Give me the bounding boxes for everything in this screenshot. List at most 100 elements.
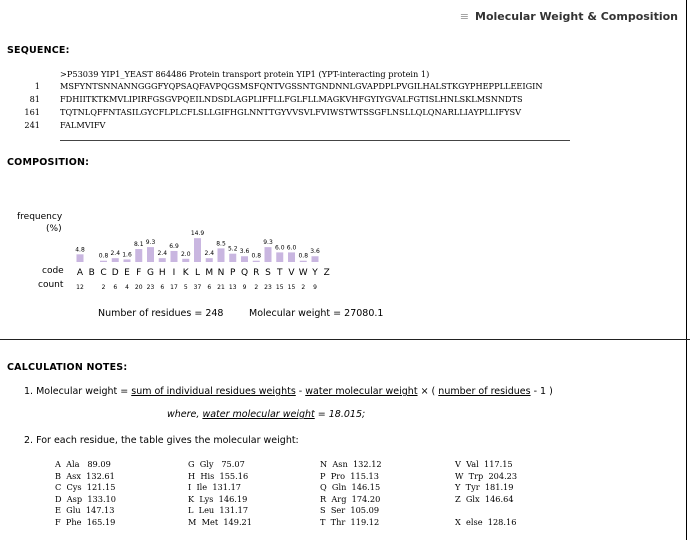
value-label-S: 9.3: [263, 239, 273, 246]
sum-weights-link[interactable]: sum of individual residues weights: [131, 386, 296, 397]
bar-W: [299, 260, 307, 262]
note-suffix: - 1 ): [530, 386, 553, 397]
sequence-divider: [60, 140, 570, 141]
value-label-T: 6.0: [275, 244, 285, 251]
code-label-A: A: [77, 268, 84, 278]
note-where: where, water molecular weight = 18.015;: [167, 409, 365, 420]
bar-R: [252, 260, 260, 262]
value-label-C: 0.8: [99, 253, 109, 260]
count-label-W: 2: [301, 284, 305, 291]
count-label-R: 2: [254, 284, 258, 291]
weight-cell: M Met 149.21: [188, 517, 252, 527]
value-label-A: 4.8: [75, 246, 85, 253]
weight-cell: V Val 117.15: [455, 459, 513, 469]
code-label-W: W: [299, 268, 308, 278]
value-label-M: 2.4: [204, 250, 214, 257]
weight-cell: G Gly 75.07: [188, 459, 245, 469]
value-label-G: 9.3: [146, 239, 156, 246]
weight-cell: W Trp 204.23: [455, 470, 518, 481]
count-label-S: 23: [264, 284, 272, 291]
bar-T: [276, 252, 284, 262]
note-table-intro: 2. For each residue, the table gives the…: [24, 435, 299, 446]
residue-count: Number of residues = 248: [98, 308, 224, 319]
code-label-V: V: [288, 268, 295, 278]
weight-cell: D Asp 133.10: [55, 493, 116, 504]
bar-M: [205, 258, 213, 262]
code-label-R: R: [253, 268, 259, 278]
value-label-L: 14.9: [191, 230, 205, 237]
weight-cell: Z Glx 146.64: [455, 493, 514, 504]
value-label-F: 8.1: [134, 241, 144, 248]
count-label-Y: 9: [313, 284, 317, 291]
weight-cell: F Phe 165.19: [55, 517, 116, 527]
sequence-description: >P53039 YIP1_YEAST 864486 Protein transp…: [60, 69, 430, 79]
sequence-line-number: 1: [34, 81, 40, 91]
bar-L: [194, 238, 201, 262]
count-label-V: 15: [288, 284, 296, 291]
page-title: ≡ Molecular Weight & Composition: [460, 10, 678, 23]
water-weight-link[interactable]: water molecular weight: [305, 386, 418, 397]
code-label-C: C: [100, 268, 106, 278]
composition-heading: COMPOSITION:: [7, 157, 90, 168]
value-label-W: 0.8: [298, 253, 308, 260]
bar-Q: [241, 256, 248, 262]
value-label-H: 2.4: [157, 250, 167, 257]
bar-G: [147, 247, 154, 262]
bar-Y: [311, 256, 319, 262]
count-label-D: 6: [113, 284, 117, 291]
weight-cell: T Thr 119.12: [320, 517, 380, 527]
bar-F: [135, 249, 143, 262]
chart-ylabel-line2: (%): [46, 224, 62, 234]
bar-S: [264, 247, 272, 262]
count-label-F: 20: [135, 284, 143, 291]
code-label-S: S: [265, 268, 271, 278]
sequence-line: TQTNLQFFNTASILGYCFLPLCFLSLLGIFHGLNNTTGYV…: [60, 107, 522, 117]
count-label-H: 6: [160, 284, 164, 291]
bar-C: [100, 260, 107, 262]
sequence-line: MSFYNTSNNANNGGGFYQPSAQFAVPQGSMSFQNTVGSSN…: [60, 81, 543, 91]
weight-cell: P Pro 115.13: [320, 470, 379, 481]
code-label-Z: Z: [324, 268, 330, 278]
note-times: × (: [417, 386, 439, 397]
value-label-I: 6.9: [169, 243, 179, 250]
count-label-G: 23: [147, 284, 155, 291]
bar-E: [123, 259, 131, 262]
weight-cell: A Ala 89.09: [55, 459, 111, 469]
weight-cell: K Lys 146.19: [188, 493, 248, 504]
value-label-R: 0.8: [251, 253, 261, 260]
note-minus: -: [295, 386, 306, 397]
number-residues-link[interactable]: number of residues: [438, 386, 531, 397]
code-label-L: L: [195, 268, 200, 278]
water-weight-link-2[interactable]: water molecular weight: [202, 409, 315, 420]
composition-chart: 4.8 A 12 B 0.8 C 2 2.4 D 6 1.6 E 4 8.1 F 20 9.3 G 23 2.4 H 6 6…: [75, 230, 330, 291]
weight-cell: Y Tyr 181.19: [455, 482, 514, 493]
code-label-H: H: [159, 268, 166, 278]
sequence-heading: SEQUENCE:: [7, 45, 70, 56]
bar-D: [111, 258, 119, 262]
sequence-line-number: 241: [24, 120, 40, 130]
molecular-weight: Molecular weight = 27080.1: [249, 308, 384, 319]
count-label-N: 21: [217, 284, 225, 291]
weight-cell: E Glu 147.13: [55, 505, 115, 516]
note-where-suffix: = 18.015;: [314, 409, 366, 420]
chart-count-label: count: [38, 280, 64, 290]
value-label-K: 2.0: [181, 251, 191, 258]
bar-N: [217, 248, 225, 262]
weight-cell: R Arg 174.20: [320, 493, 381, 504]
bar-P: [229, 253, 237, 262]
code-label-I: I: [173, 268, 176, 278]
chart-code-label: code: [42, 266, 64, 276]
count-label-P: 13: [229, 284, 237, 291]
bar-V: [288, 252, 295, 262]
weight-cell: B Asx 132.61: [55, 470, 115, 481]
value-label-Q: 3.6: [240, 248, 250, 255]
value-label-Y: 3.6: [310, 248, 320, 255]
code-label-Y: Y: [311, 268, 318, 278]
weight-cell: L Leu 131.17: [188, 505, 249, 516]
code-label-B: B: [89, 268, 95, 278]
code-label-N: N: [218, 268, 225, 278]
value-label-N: 8.5: [216, 240, 226, 247]
count-label-A: 12: [76, 284, 84, 291]
code-label-F: F: [136, 268, 141, 278]
sequence-line: FDHIITKTKMVLIPIRFGSGVPQEILNDSDLAGPLIFFLL…: [60, 94, 523, 104]
